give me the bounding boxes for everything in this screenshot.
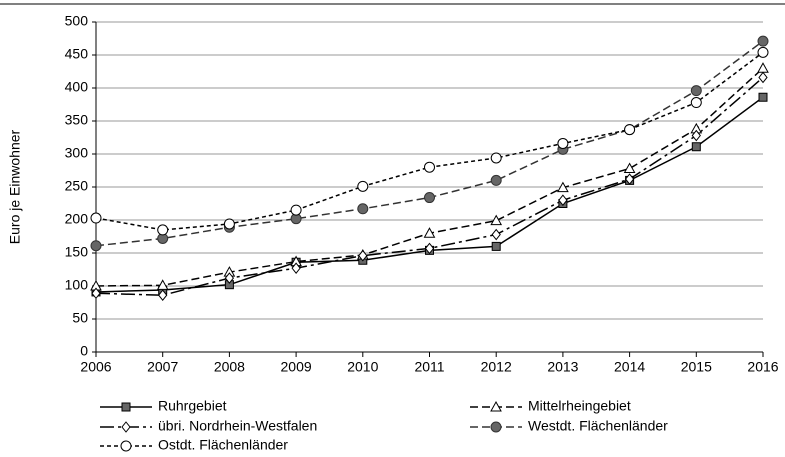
series-line [95, 51, 764, 231]
x-tick-label: 2011 [414, 359, 444, 375]
series-line [95, 40, 764, 247]
legend-label: übri. Nordrhein-Westfalen [158, 418, 317, 434]
marker [624, 124, 636, 136]
legend-label: Mittelrheingebiet [528, 398, 631, 414]
x-tick-label: 2016 [747, 359, 778, 375]
marker [424, 192, 435, 204]
marker [357, 180, 369, 192]
marker [491, 228, 501, 241]
marker [120, 440, 132, 452]
marker [424, 242, 435, 255]
x-tick-label: 2009 [281, 359, 312, 375]
marker [91, 287, 101, 300]
marker [90, 240, 102, 252]
legend-label: Ruhrgebiet [158, 398, 227, 414]
marker [423, 227, 436, 238]
marker [156, 279, 169, 290]
marker [490, 421, 502, 433]
marker [691, 142, 701, 152]
marker [490, 400, 502, 412]
y-tick-label: 300 [65, 145, 89, 161]
marker [90, 212, 102, 224]
x-tick-label: 2010 [347, 359, 378, 375]
series-line [95, 76, 764, 296]
marker [490, 174, 502, 186]
marker [490, 214, 503, 226]
marker [758, 92, 768, 102]
x-tick-label: 2013 [547, 359, 578, 375]
marker [158, 289, 168, 302]
x-tick-label: 2008 [214, 359, 245, 375]
y-tick-label: 0 [80, 343, 88, 359]
marker [757, 35, 769, 47]
legend-label: Ostdt. Flächenländer [158, 437, 288, 453]
x-tick-label: 2014 [614, 359, 645, 375]
marker [624, 173, 635, 185]
y-axis-label: Euro je Einwohner [7, 129, 23, 244]
marker [557, 181, 569, 193]
y-tick-label: 150 [65, 244, 89, 260]
marker [757, 62, 769, 73]
y-tick-label: 50 [72, 310, 88, 326]
y-tick-label: 100 [65, 277, 89, 293]
y-tick-label: 250 [65, 178, 89, 194]
x-tick-label: 2006 [80, 359, 111, 375]
x-tick-label: 2015 [681, 359, 712, 375]
marker [491, 241, 501, 251]
marker [690, 97, 702, 109]
marker [623, 162, 636, 174]
y-tick-label: 400 [65, 79, 89, 95]
marker [157, 224, 169, 236]
marker [290, 204, 302, 216]
marker [490, 152, 502, 164]
x-tick-label: 2012 [481, 359, 512, 375]
marker [224, 272, 235, 284]
marker [557, 137, 569, 149]
marker [121, 421, 131, 433]
y-tick-label: 500 [65, 13, 89, 29]
marker [757, 46, 769, 58]
marker [558, 194, 568, 207]
marker [358, 249, 368, 262]
x-tick-label: 2007 [147, 359, 178, 375]
marker [424, 161, 435, 173]
marker [291, 262, 301, 274]
legend-label: Westdt. Flächenländer [528, 418, 668, 434]
marker [121, 402, 131, 412]
marker [690, 85, 702, 97]
marker [691, 129, 701, 142]
marker [223, 218, 235, 230]
y-tick-label: 350 [65, 112, 89, 128]
y-tick-label: 450 [65, 46, 89, 62]
marker [758, 71, 768, 84]
marker [357, 203, 369, 215]
y-tick-label: 200 [65, 211, 89, 227]
